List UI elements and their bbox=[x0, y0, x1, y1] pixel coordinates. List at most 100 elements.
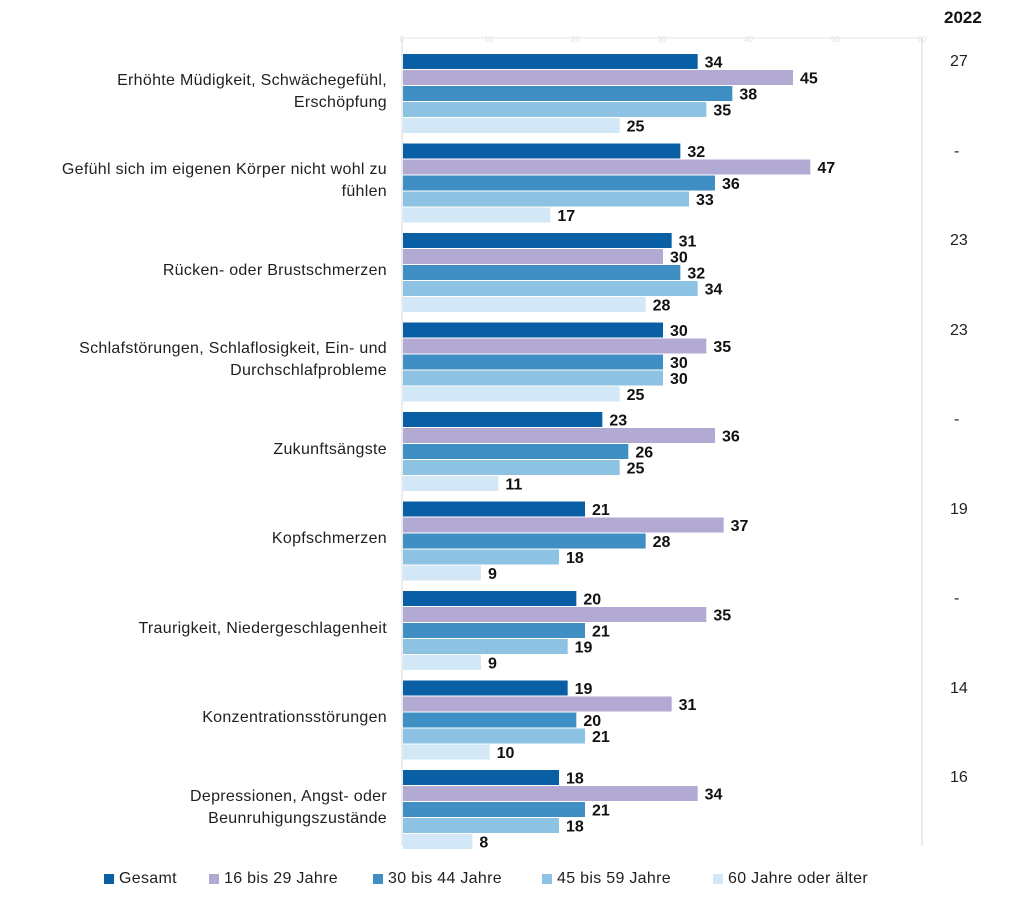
bar bbox=[403, 770, 559, 785]
bar bbox=[403, 476, 499, 491]
bar bbox=[403, 338, 707, 354]
bar bbox=[403, 818, 559, 833]
bar bbox=[403, 460, 620, 475]
year-column-value: 19 bbox=[950, 500, 968, 518]
bar bbox=[403, 175, 715, 191]
legend-item: Gesamt bbox=[104, 870, 177, 888]
category-label-line: Erhöhte Müdigkeit, Schwächegefühl, bbox=[117, 71, 387, 89]
legend-swatch bbox=[104, 874, 114, 884]
x-tick-label: 30 bbox=[658, 35, 667, 44]
category-label-line: Rücken- oder Brustschmerzen bbox=[162, 261, 387, 279]
bar bbox=[403, 159, 811, 175]
year-column-value: 23 bbox=[950, 232, 968, 249]
bar bbox=[403, 412, 603, 427]
bar bbox=[403, 501, 585, 517]
data-label: 10 bbox=[497, 745, 515, 762]
data-label: 9 bbox=[488, 566, 497, 583]
x-tick-label: 10 bbox=[484, 35, 493, 44]
bar bbox=[403, 655, 481, 670]
year-column-value: - bbox=[954, 590, 960, 607]
x-tick-label: 0 bbox=[400, 35, 405, 44]
legend-item: 16 bis 29 Jahre bbox=[209, 870, 338, 888]
category-label: Traurigkeit, Niedergeschlagenheit bbox=[0, 618, 387, 640]
year-column-value: 14 bbox=[950, 679, 968, 697]
bar bbox=[403, 322, 663, 338]
category-label: Zukunftsängste bbox=[0, 439, 387, 461]
x-tick-label: 40 bbox=[744, 35, 753, 44]
category-label: Depressionen, Angst- oder Beunruhigungszu… bbox=[0, 786, 387, 830]
data-label: 19 bbox=[575, 640, 593, 657]
year-column-value: 23 bbox=[950, 321, 968, 339]
data-label: 30 bbox=[670, 250, 688, 267]
bar bbox=[403, 70, 793, 85]
bar bbox=[403, 265, 681, 280]
legend-swatch bbox=[542, 874, 552, 884]
data-label: 25 bbox=[627, 387, 645, 404]
bar bbox=[403, 86, 733, 101]
bar bbox=[403, 102, 707, 117]
data-label: 30 bbox=[670, 371, 688, 388]
data-label: 23 bbox=[609, 413, 627, 430]
x-axis-ticks: 0 10 20 30 40 50 60 bbox=[400, 35, 927, 44]
year-column-value: 16 bbox=[950, 769, 968, 786]
data-label: 21 bbox=[592, 729, 610, 746]
bar bbox=[403, 744, 490, 760]
category-label-line: Schlafstörungen, Schlaflosigkeit, Ein- u… bbox=[79, 340, 387, 357]
bar bbox=[403, 428, 715, 443]
data-label: 34 bbox=[705, 282, 723, 299]
bar bbox=[403, 54, 698, 69]
data-label: 45 bbox=[800, 71, 818, 88]
legend-swatch bbox=[373, 874, 383, 884]
bar bbox=[403, 712, 577, 728]
year-column-value: 27 bbox=[950, 53, 968, 70]
legend-swatch bbox=[713, 874, 723, 884]
category-label-line: Durchschlafprobleme bbox=[230, 362, 387, 379]
data-label: 8 bbox=[479, 835, 488, 852]
bars-group bbox=[403, 54, 811, 849]
category-label-line: Konzentrationsstörungen bbox=[202, 709, 387, 726]
data-label: 25 bbox=[627, 461, 645, 478]
data-label: 18 bbox=[566, 819, 584, 836]
x-tick-label: 20 bbox=[571, 35, 580, 44]
data-label: 34 bbox=[705, 787, 723, 804]
bar bbox=[403, 233, 672, 248]
data-label: 28 bbox=[653, 534, 671, 551]
category-label-line: Gefühl sich im eigenen Körper nicht wohl… bbox=[61, 161, 387, 178]
data-label: 35 bbox=[713, 339, 731, 356]
data-label: 32 bbox=[687, 266, 705, 283]
plot-frame bbox=[401, 37, 923, 846]
bar bbox=[403, 191, 689, 207]
category-label-line: fühlen bbox=[341, 183, 387, 200]
bar bbox=[403, 591, 577, 606]
legend-label: Gesamt bbox=[119, 870, 177, 887]
data-label: 21 bbox=[592, 624, 610, 641]
legend-label: 60 Jahre oder älter bbox=[728, 870, 869, 887]
bar bbox=[403, 802, 585, 817]
bar bbox=[403, 533, 646, 549]
bar bbox=[403, 623, 585, 638]
category-label-line: Zukunftsängste bbox=[273, 440, 387, 458]
data-label: 36 bbox=[722, 429, 740, 446]
year-column-value: - bbox=[954, 142, 960, 160]
legend-swatch bbox=[209, 874, 219, 884]
data-label: 18 bbox=[566, 550, 584, 567]
category-label: Erhöhte Müdigkeit, Schwächegefühl, Erschö… bbox=[0, 70, 387, 114]
bar bbox=[403, 834, 473, 849]
bar bbox=[403, 786, 698, 801]
bar bbox=[403, 549, 559, 565]
category-label: Kopfschmerzen bbox=[0, 528, 387, 550]
year-column-value: - bbox=[954, 411, 960, 428]
bar bbox=[403, 728, 585, 744]
data-label: 19 bbox=[575, 681, 593, 698]
data-label: 20 bbox=[583, 592, 601, 609]
bar bbox=[403, 639, 568, 654]
category-label: Konzentrationsstörungen bbox=[0, 707, 387, 729]
legend-item: 60 Jahre oder älter bbox=[713, 870, 868, 888]
data-labels-group: 3445383525324736331731303234283035303025… bbox=[479, 55, 835, 852]
bar bbox=[403, 607, 707, 622]
data-label: 31 bbox=[679, 234, 697, 251]
data-label: 34 bbox=[705, 55, 723, 72]
data-label: 30 bbox=[670, 355, 688, 372]
data-label: 32 bbox=[687, 144, 705, 161]
